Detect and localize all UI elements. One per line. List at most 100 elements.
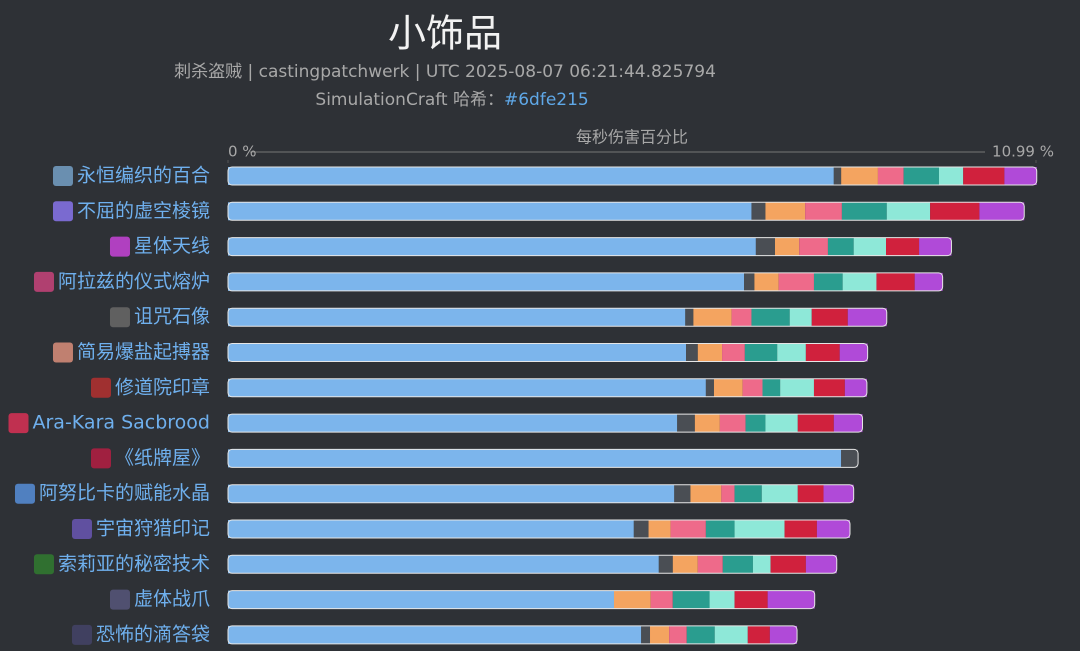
bar-segment: [751, 308, 790, 327]
bar-segment: [841, 167, 878, 185]
bar-segment: [709, 590, 735, 609]
bar-segment: [719, 414, 746, 433]
bar-segment: [769, 625, 798, 644]
bar-segment: [1004, 167, 1037, 185]
bar-segment: [633, 520, 649, 538]
category-label: 简易爆盐起搏器: [77, 341, 210, 363]
bar-segment: [963, 167, 1005, 185]
bar-segment: [747, 625, 770, 644]
bar-segment: [827, 237, 854, 256]
bar-segment: [686, 625, 715, 644]
bar-segment: [752, 555, 771, 574]
bar-segment: [877, 167, 904, 185]
category-icon: [8, 413, 29, 434]
bar-outline: [227, 448, 859, 468]
bar-segment: [228, 167, 834, 185]
bar-segment: [228, 484, 675, 503]
category-label: 阿拉兹的仪式熔炉: [58, 270, 210, 292]
category-label: 永恒编织的百合: [77, 165, 210, 187]
category-label: 宇宙狩猎印记: [96, 518, 210, 540]
bar-segment: [744, 272, 755, 291]
bar-segment: [842, 272, 877, 291]
bar-segment: [979, 202, 1025, 221]
bar-segment: [228, 555, 659, 574]
bar-segment: [839, 343, 868, 362]
bar-segment: [833, 167, 842, 185]
bar-segment: [797, 484, 824, 503]
bar-outline: [227, 307, 888, 327]
x-axis-title: 每秒伤害百分比: [576, 128, 688, 147]
bar-segment: [714, 625, 748, 644]
bar-segment: [805, 202, 842, 221]
bar-segment: [705, 520, 735, 538]
bar-segment: [697, 343, 723, 362]
bar-outline: [227, 378, 868, 398]
bar-segment: [799, 237, 828, 256]
chart-subtitle: 刺杀盗贼 | castingpatchwerk | UTC 2025-08-07…: [174, 62, 716, 82]
bar-segment: [613, 590, 651, 609]
bar-segment: [770, 555, 806, 574]
bar-segment: [742, 378, 763, 397]
category-icon: [109, 589, 130, 610]
bar-segment: [876, 272, 915, 291]
bar-segment: [774, 237, 800, 256]
category-icon: [52, 166, 73, 186]
bar-outline: [227, 166, 1038, 186]
bar-segment: [797, 414, 834, 433]
bar-segment: [780, 378, 814, 397]
bar-outline: [227, 554, 838, 574]
bar-segment: [754, 272, 779, 291]
category-label: 虚体战爪: [134, 588, 210, 610]
bar-segment: [641, 625, 651, 644]
bar-segment: [228, 308, 686, 327]
bar-segment: [228, 272, 745, 291]
bar-segment: [658, 555, 673, 574]
bar-outline: [227, 484, 855, 504]
bar-segment: [228, 449, 842, 468]
hash-link[interactable]: #6dfe215: [504, 90, 589, 110]
bar-outline: [227, 519, 851, 539]
category-label: 《纸牌屋》: [115, 447, 210, 469]
bar-segment: [784, 520, 817, 538]
bar-segment: [677, 414, 695, 433]
bar-segment: [672, 555, 698, 574]
bar-outline: [227, 272, 944, 292]
bar-segment: [762, 378, 781, 397]
bar-segment: [886, 202, 931, 221]
bar-segment: [650, 625, 670, 644]
bar-segment: [228, 520, 634, 538]
bar-segment: [765, 202, 806, 221]
bar-segment: [744, 343, 778, 362]
category-icon: [109, 307, 130, 328]
bar-segment: [767, 590, 815, 609]
bar-segment: [805, 555, 837, 574]
bar-segment: [734, 520, 785, 538]
bar-segment: [734, 484, 762, 503]
category-label: 阿努比卡的赋能水晶: [39, 482, 210, 504]
bar-segment: [841, 449, 859, 468]
bar-segment: [670, 520, 706, 538]
bar-segment: [755, 237, 775, 256]
bar-outline: [227, 625, 798, 645]
bar-outline: [227, 413, 863, 433]
bar-segment: [844, 378, 867, 397]
bar-segment: [722, 343, 745, 362]
bar-segment: [811, 308, 848, 327]
category-icon: [90, 448, 111, 469]
bar-segment: [228, 202, 752, 221]
bar-segment: [731, 308, 752, 327]
category-icon: [33, 271, 54, 292]
category-icon: [33, 554, 54, 575]
bar-segment: [228, 237, 756, 256]
x-tick-label: 0 %: [228, 143, 257, 161]
x-tick-label: 10.99 %: [992, 143, 1054, 161]
bar-segment: [648, 520, 671, 538]
bar-segment: [823, 484, 854, 503]
category-label: 诅咒石像: [134, 306, 210, 328]
bar-segment: [886, 237, 920, 256]
category-label: 恐怖的滴答袋: [96, 623, 210, 645]
bar-segment: [650, 590, 673, 609]
bar-segment: [813, 378, 845, 397]
